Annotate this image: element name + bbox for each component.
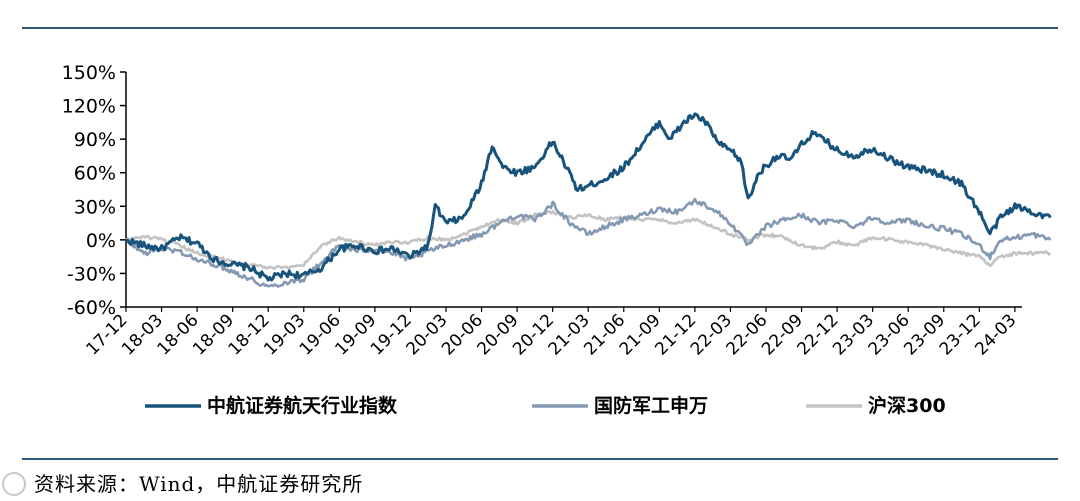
y-tick-label: -60%	[67, 297, 116, 319]
series-line-aerospace-index	[125, 112, 1052, 282]
x-axis: 17-1218-0318-0618-0918-1219-0319-0619-09…	[82, 306, 1022, 359]
x-tick-label: 24-03	[971, 310, 1020, 359]
bottom-rule	[22, 458, 1058, 460]
y-tick-label: 150%	[62, 62, 116, 84]
y-tick-label: 120%	[62, 96, 116, 118]
line-chart: 150% 120% 90% 60% 30% 0% -30% -60% 17-1218-0318…	[62, 62, 1052, 417]
legend-label: 中航证券航天行业指数	[207, 394, 398, 417]
legend-label: 沪深300	[868, 394, 946, 417]
source-note: 资料来源：Wind，中航证券研究所	[34, 472, 364, 496]
legend: 中航证券航天行业指数 国防军工申万 沪深300	[145, 394, 946, 417]
series-line-hs300	[125, 209, 1052, 270]
y-tick-label: 60%	[74, 163, 116, 185]
y-tick-label: -30%	[67, 263, 116, 285]
y-tick-label: 30%	[74, 196, 116, 218]
y-tick-label: 90%	[74, 129, 116, 151]
series-line-defense-sw	[125, 197, 1052, 288]
legend-label: 国防军工申万	[594, 394, 708, 417]
y-tick-label: 0%	[86, 230, 116, 252]
series-layer	[125, 112, 1052, 288]
top-rule	[22, 27, 1058, 29]
watermark-logo-icon	[2, 472, 26, 496]
y-axis: 150% 120% 90% 60% 30% 0% -30% -60%	[62, 62, 127, 319]
